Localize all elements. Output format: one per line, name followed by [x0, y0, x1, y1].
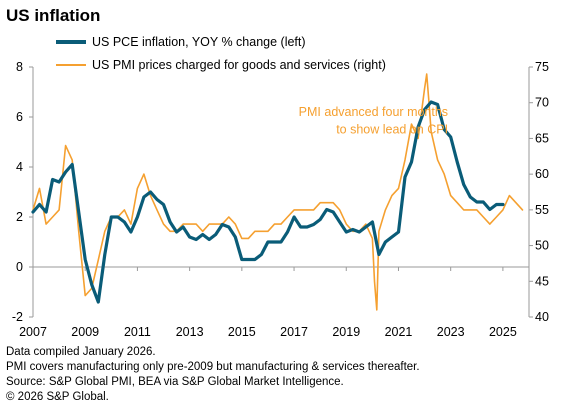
- series-line-pmi: [32, 73, 524, 311]
- x-tick-label: 2017: [280, 325, 308, 339]
- y-right-tick-label: 40: [535, 310, 549, 324]
- y-left-tick-label: 2: [16, 210, 23, 224]
- legend-item-pmi: US PMI prices charged for goods and serv…: [56, 58, 386, 72]
- x-tick-label: 2021: [385, 325, 413, 339]
- y-left-tick-label: 8: [16, 60, 23, 74]
- annotation-text: PMI advanced four months: [299, 105, 448, 119]
- axes: -2 0 2 4 6 8 40 45 50 55 60 65 70 75 2007 2009 2011 2013 2…: [12, 60, 549, 339]
- footnotes: Data compiled January 2026. PMI covers m…: [6, 345, 420, 405]
- legend-swatch-pce: [56, 40, 86, 44]
- y-left-tick-label: 6: [16, 110, 23, 124]
- legend-label-pce: US PCE inflation, YOY % change (left): [92, 35, 306, 49]
- footnote-line: Data compiled January 2026.: [6, 346, 156, 358]
- x-tick-label: 2013: [176, 325, 204, 339]
- y-right-tick-label: 65: [535, 131, 549, 145]
- annotation-text: to show lead on CPI: [336, 123, 448, 137]
- x-tick-label: 2015: [228, 325, 256, 339]
- series-line-pce: [31, 100, 505, 304]
- y-right-tick-label: 45: [535, 274, 549, 288]
- footnote-line: © 2026 S&P Global.: [6, 391, 109, 403]
- x-tick-label: 2007: [19, 325, 47, 339]
- y-right-tick-label: 75: [535, 60, 549, 74]
- x-tick-label: 2009: [71, 325, 99, 339]
- legend-item-pce: US PCE inflation, YOY % change (left): [56, 35, 306, 49]
- y-left-tick-label: 0: [16, 260, 23, 274]
- annotations: PMI advanced four months to show lead on …: [299, 105, 448, 137]
- x-tick-label: 2011: [124, 325, 151, 339]
- y-left-tick-label: -2: [12, 310, 23, 324]
- y-right-tick-label: 70: [535, 96, 549, 110]
- y-right-tick-label: 60: [535, 167, 549, 181]
- legend-label-pmi: US PMI prices charged for goods and serv…: [92, 58, 386, 72]
- y-right-tick-label: 55: [535, 203, 549, 217]
- chart-title: US inflation: [6, 6, 101, 25]
- series-lines: [31, 73, 524, 311]
- y-left-tick-label: 4: [16, 160, 23, 174]
- x-tick-label: 2019: [332, 325, 360, 339]
- x-tick-label: 2025: [489, 325, 517, 339]
- x-tick-label: 2023: [437, 325, 465, 339]
- y-right-tick-label: 50: [535, 239, 549, 253]
- footnote-line: Source: S&P Global PMI, BEA via S&P Glob…: [6, 376, 344, 388]
- legend-swatch-pmi: [56, 64, 86, 66]
- footnote-line: PMI covers manufacturing only pre-2009 b…: [6, 361, 420, 373]
